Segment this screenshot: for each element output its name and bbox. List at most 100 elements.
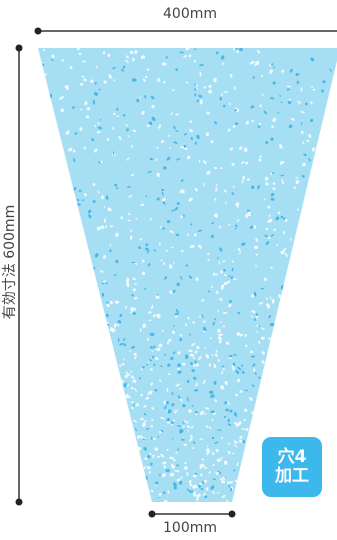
speckle (170, 112, 173, 116)
speckle (250, 350, 254, 354)
speckle (124, 374, 128, 379)
speckle (158, 242, 161, 246)
speckle (162, 201, 166, 205)
speckle (280, 174, 284, 177)
speckle (217, 492, 219, 495)
speckle (194, 48, 197, 51)
speckle (112, 127, 115, 131)
speckle (141, 271, 146, 276)
speckle (122, 65, 126, 69)
speckle (257, 125, 261, 128)
speckle (179, 334, 183, 337)
speckle (136, 98, 140, 103)
speckle (154, 388, 158, 392)
speckle (265, 141, 269, 144)
speckle (207, 252, 210, 256)
speckle (234, 108, 238, 112)
speckle (228, 357, 233, 359)
speckle (224, 273, 227, 277)
speckle (257, 376, 261, 379)
speckle (148, 359, 153, 361)
speckle (220, 385, 225, 390)
speckle (130, 229, 133, 232)
speckle (195, 382, 198, 387)
speckle (222, 260, 226, 263)
speckle (223, 91, 228, 93)
speckle (270, 137, 274, 141)
speckle (210, 140, 214, 144)
speckle (163, 353, 166, 356)
speckle (239, 390, 243, 393)
speckle (175, 383, 180, 387)
speckle (227, 401, 230, 406)
speckle (232, 452, 235, 455)
speckle (102, 51, 106, 55)
speckle (212, 464, 216, 466)
speckle (199, 71, 202, 77)
speckle (140, 435, 144, 439)
badge-line-1: 穴4 (277, 447, 307, 467)
speckle (131, 144, 133, 148)
speckle (234, 421, 237, 425)
speckle (187, 430, 189, 432)
speckle (256, 330, 259, 333)
speckle (311, 147, 316, 152)
speckle (126, 157, 130, 161)
speckle (204, 495, 208, 499)
speckle (309, 118, 314, 122)
speckle (187, 317, 190, 320)
speckle (186, 155, 191, 160)
speckle (288, 124, 293, 129)
speckle (184, 461, 187, 465)
speckle (83, 193, 87, 197)
speckle (160, 259, 163, 262)
speckle (212, 490, 215, 494)
speckle (218, 429, 222, 432)
speckle (223, 189, 227, 193)
speckle (173, 409, 176, 412)
speckle (148, 471, 151, 474)
speckle (174, 409, 179, 413)
speckle (168, 338, 172, 342)
speckle (42, 48, 45, 52)
speckle (123, 343, 127, 347)
speckle (113, 112, 116, 116)
speckle (270, 197, 275, 201)
speckle (220, 55, 225, 60)
speckle (232, 278, 237, 280)
speckle (273, 66, 275, 69)
speckle (263, 198, 266, 201)
speckle (164, 275, 168, 280)
speckle (255, 312, 258, 317)
speckle (236, 462, 239, 467)
speckle (208, 426, 212, 430)
speckle (151, 116, 156, 122)
speckle (303, 153, 307, 156)
speckle (221, 494, 226, 498)
speckle (116, 115, 119, 118)
speckle (188, 333, 191, 337)
speckle (147, 263, 151, 267)
speckle (198, 159, 201, 163)
speckle (230, 276, 234, 279)
speckle (160, 226, 163, 229)
speckle (161, 62, 167, 66)
speckle (275, 216, 280, 221)
speckle (177, 395, 181, 399)
speckle (241, 161, 245, 164)
speckle (147, 393, 150, 396)
speckle (100, 195, 105, 200)
speckle (192, 321, 195, 324)
speckle (273, 228, 276, 232)
speckle (155, 158, 158, 162)
speckle (212, 478, 216, 480)
speckle (170, 356, 174, 361)
speckle (59, 96, 63, 101)
speckle (211, 222, 215, 225)
speckle (270, 296, 272, 300)
speckle (179, 189, 183, 194)
speckle (193, 492, 197, 497)
speckle (196, 496, 199, 501)
speckle (103, 255, 106, 259)
speckle (72, 149, 76, 153)
